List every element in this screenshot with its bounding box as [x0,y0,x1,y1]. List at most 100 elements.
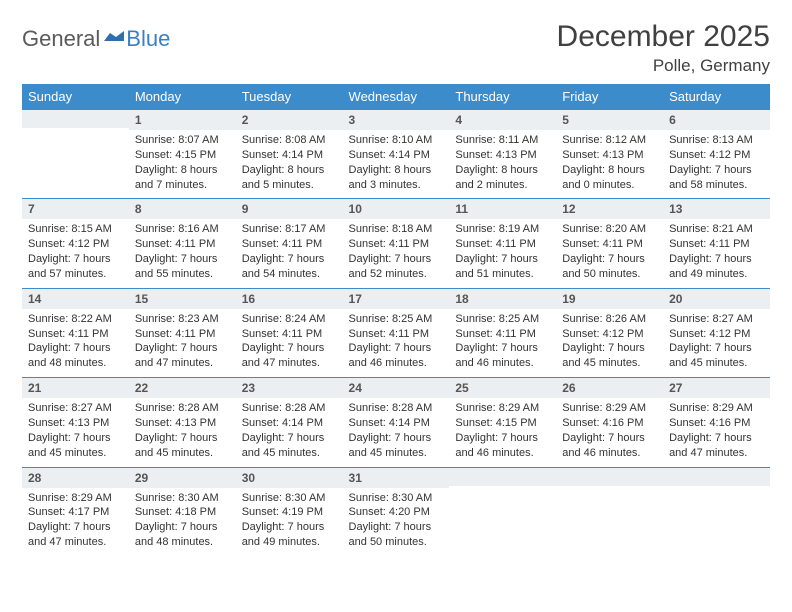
calendar-day-cell: 4Sunrise: 8:11 AMSunset: 4:13 PMDaylight… [449,109,556,198]
day-details: Sunrise: 8:22 AMSunset: 4:11 PMDaylight:… [22,309,129,377]
day-details: Sunrise: 8:16 AMSunset: 4:11 PMDaylight:… [129,219,236,287]
calendar-day-cell: 13Sunrise: 8:21 AMSunset: 4:11 PMDayligh… [663,198,770,287]
day-detail-line: Daylight: 7 hours [349,431,444,446]
day-number: 26 [556,377,663,398]
day-details: Sunrise: 8:27 AMSunset: 4:12 PMDaylight:… [663,309,770,377]
day-detail-line: Sunset: 4:15 PM [135,148,230,163]
day-detail-line: Sunrise: 8:24 AM [242,312,337,327]
day-detail-line: Sunset: 4:11 PM [242,327,337,342]
day-detail-line: Sunset: 4:17 PM [28,505,123,520]
brand-mark-icon [104,27,124,46]
day-number: 31 [343,467,450,488]
day-number: 13 [663,198,770,219]
day-detail-line: and 47 minutes. [28,535,123,550]
day-detail-line: and 0 minutes. [562,178,657,193]
day-detail-line: Daylight: 7 hours [669,341,764,356]
calendar-day-cell: 1Sunrise: 8:07 AMSunset: 4:15 PMDaylight… [129,109,236,198]
calendar-day-cell: 31Sunrise: 8:30 AMSunset: 4:20 PMDayligh… [343,467,450,556]
calendar-day-cell [556,467,663,556]
day-number: 1 [129,109,236,130]
day-number: 9 [236,198,343,219]
title-block: December 2025 Polle, Germany [557,20,770,76]
day-details: Sunrise: 8:27 AMSunset: 4:13 PMDaylight:… [22,398,129,466]
day-detail-line: Sunrise: 8:29 AM [562,401,657,416]
brand-text-1: General [22,26,100,52]
day-detail-line: Sunset: 4:19 PM [242,505,337,520]
day-number [663,467,770,486]
day-detail-line: and 45 minutes. [242,446,337,461]
day-detail-line: Sunrise: 8:23 AM [135,312,230,327]
day-detail-line: Sunset: 4:14 PM [349,416,444,431]
day-detail-line: and 55 minutes. [135,267,230,282]
day-detail-line: and 51 minutes. [455,267,550,282]
day-details: Sunrise: 8:30 AMSunset: 4:18 PMDaylight:… [129,488,236,556]
day-details: Sunrise: 8:25 AMSunset: 4:11 PMDaylight:… [343,309,450,377]
day-detail-line: and 49 minutes. [669,267,764,282]
day-detail-line: Daylight: 7 hours [349,520,444,535]
day-number: 4 [449,109,556,130]
weekday-header-row: Sunday Monday Tuesday Wednesday Thursday… [22,84,770,109]
day-detail-line: Sunrise: 8:19 AM [455,222,550,237]
calendar-week-row: 14Sunrise: 8:22 AMSunset: 4:11 PMDayligh… [22,288,770,377]
day-number: 10 [343,198,450,219]
day-detail-line: Daylight: 7 hours [669,431,764,446]
day-number: 5 [556,109,663,130]
day-detail-line: and 45 minutes. [349,446,444,461]
day-details: Sunrise: 8:29 AMSunset: 4:16 PMDaylight:… [556,398,663,466]
day-detail-line: Sunrise: 8:30 AM [349,491,444,506]
day-detail-line: Daylight: 7 hours [28,252,123,267]
day-detail-line: and 52 minutes. [349,267,444,282]
day-detail-line: Sunset: 4:13 PM [135,416,230,431]
day-detail-line: and 57 minutes. [28,267,123,282]
calendar-day-cell: 24 Sunrise: 8:28 AMSunset: 4:14 PMDayligh… [343,377,450,466]
day-detail-line: and 46 minutes. [349,356,444,371]
day-detail-line: and 46 minutes. [455,446,550,461]
day-detail-line: Daylight: 8 hours [349,163,444,178]
day-detail-line: and 5 minutes. [242,178,337,193]
calendar-day-cell: 12Sunrise: 8:20 AMSunset: 4:11 PMDayligh… [556,198,663,287]
day-detail-line: Sunset: 4:12 PM [669,148,764,163]
day-detail-line: Daylight: 8 hours [242,163,337,178]
day-detail-line: Sunset: 4:13 PM [455,148,550,163]
day-details: Sunrise: 8:17 AMSunset: 4:11 PMDaylight:… [236,219,343,287]
day-number: 24 [343,377,450,398]
day-number: 8 [129,198,236,219]
day-detail-line: Sunset: 4:14 PM [242,148,337,163]
calendar-week-row: 28Sunrise: 8:29 AMSunset: 4:17 PMDayligh… [22,467,770,556]
day-detail-line: Sunrise: 8:29 AM [455,401,550,416]
calendar-day-cell [449,467,556,556]
day-detail-line: Sunrise: 8:16 AM [135,222,230,237]
day-detail-line: and 46 minutes. [562,446,657,461]
calendar-day-cell: 2Sunrise: 8:08 AMSunset: 4:14 PMDaylight… [236,109,343,198]
day-detail-line: and 45 minutes. [135,446,230,461]
day-details: Sunrise: 8:08 AMSunset: 4:14 PMDaylight:… [236,130,343,198]
day-detail-line: Sunset: 4:11 PM [135,237,230,252]
day-detail-line: Daylight: 7 hours [28,520,123,535]
day-detail-line: and 7 minutes. [135,178,230,193]
day-detail-line: Sunset: 4:11 PM [455,237,550,252]
day-number: 16 [236,288,343,309]
day-detail-line: and 45 minutes. [669,356,764,371]
day-number: 30 [236,467,343,488]
day-detail-line: Sunrise: 8:30 AM [242,491,337,506]
calendar-day-cell [663,467,770,556]
day-number [449,467,556,486]
day-detail-line: Daylight: 7 hours [28,341,123,356]
day-detail-line: Sunset: 4:13 PM [562,148,657,163]
day-detail-line: Sunrise: 8:26 AM [562,312,657,327]
day-details: Sunrise: 8:18 AMSunset: 4:11 PMDaylight:… [343,219,450,287]
day-detail-line: and 47 minutes. [135,356,230,371]
day-details: Sunrise: 8:24 AMSunset: 4:11 PMDaylight:… [236,309,343,377]
calendar-table: Sunday Monday Tuesday Wednesday Thursday… [22,84,770,556]
day-number: 28 [22,467,129,488]
day-number: 18 [449,288,556,309]
day-details: Sunrise: 8:07 AMSunset: 4:15 PMDaylight:… [129,130,236,198]
calendar-day-cell: 18Sunrise: 8:25 AMSunset: 4:11 PMDayligh… [449,288,556,377]
weekday-header: Monday [129,84,236,109]
day-detail-line: Sunrise: 8:28 AM [349,401,444,416]
calendar-week-row: 21Sunrise: 8:27 AMSunset: 4:13 PMDayligh… [22,377,770,466]
day-detail-line: and 50 minutes. [562,267,657,282]
day-detail-line: Sunrise: 8:25 AM [349,312,444,327]
day-detail-line: Sunrise: 8:29 AM [28,491,123,506]
calendar-day-cell: 3Sunrise: 8:10 AMSunset: 4:14 PMDaylight… [343,109,450,198]
